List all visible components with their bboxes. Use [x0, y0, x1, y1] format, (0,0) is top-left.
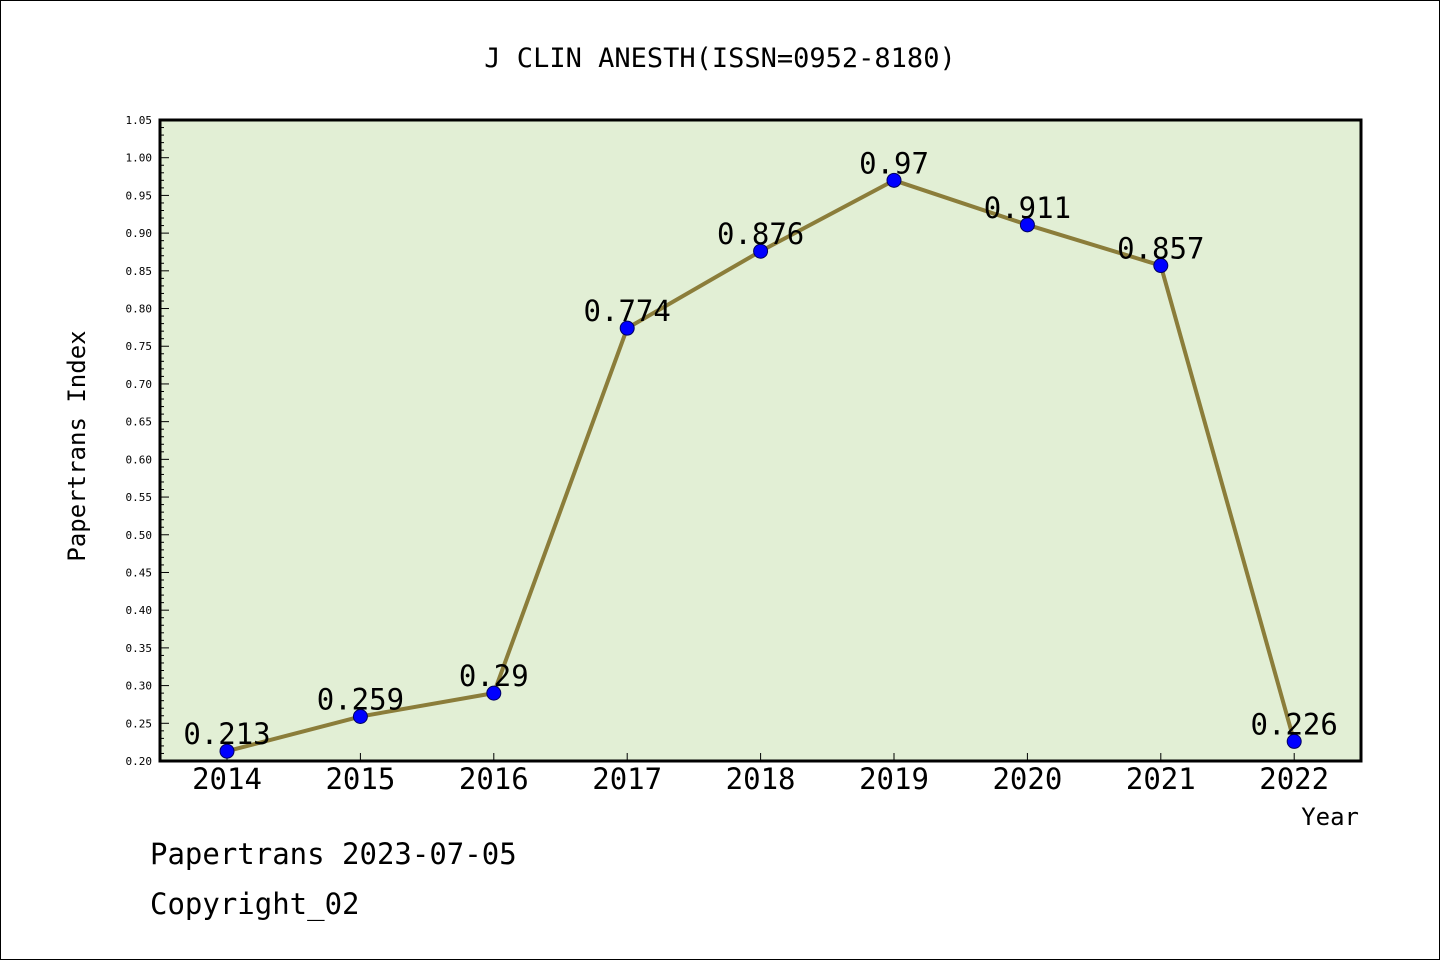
y-tick-label: 0.70 [126, 378, 153, 391]
x-tick-label: 2019 [859, 762, 929, 796]
data-point [753, 243, 769, 259]
y-tick-label: 0.55 [126, 491, 153, 504]
y-tick-label: 0.60 [126, 453, 153, 466]
footer-copyright: Copyright_02 [150, 887, 360, 922]
data-point [352, 709, 368, 725]
y-tick-label: 0.35 [126, 642, 153, 655]
data-point [1286, 733, 1302, 749]
plot-area [158, 118, 1363, 763]
y-tick-label: 0.30 [126, 680, 153, 693]
x-tick-label: 2014 [192, 762, 262, 796]
footer-date: Papertrans 2023-07-05 [150, 837, 517, 871]
y-tick-label: 1.05 [126, 114, 153, 127]
x-tick-label: 2020 [992, 762, 1062, 796]
y-tick-label: 0.45 [126, 566, 153, 579]
data-label: 0.876 [717, 217, 804, 251]
data-label: 0.97 [859, 146, 929, 180]
data-label: 0.213 [183, 717, 270, 751]
x-tick-label: 2021 [1126, 762, 1196, 796]
y-tick-label: 0.65 [126, 416, 153, 429]
x-axis: 2014 2015 2016 2017 2018 2019 2020 2021 2022 [192, 753, 1329, 796]
y-tick-label: 0.95 [126, 189, 153, 202]
x-axis-label: Year [1301, 803, 1359, 831]
data-point [1153, 258, 1169, 274]
y-tick-label: 0.75 [126, 340, 153, 353]
y-tick-label: 0.20 [126, 755, 153, 768]
y-axis-label: Papertrans Index [63, 330, 91, 561]
data-labels: 0.213 0.259 0.29 0.774 0.876 0.97 0.911 0.857 0.… [183, 146, 1338, 751]
x-tick-label: 2018 [726, 762, 796, 796]
data-label: 0.857 [1117, 232, 1204, 266]
x-tick-label: 2022 [1259, 762, 1329, 796]
data-point [619, 320, 635, 336]
data-point [486, 685, 502, 701]
x-tick-label: 2015 [325, 762, 395, 796]
data-label: 0.774 [584, 294, 671, 328]
y-axis: 0.20 0.25 0.30 0.35 0.40 0.45 0.50 0.55 0.60 0.65… [126, 114, 169, 768]
x-tick-label: 2017 [592, 762, 662, 796]
chart-title: J CLIN ANESTH(ISSN=0952-8180) [484, 43, 955, 74]
y-tick-label: 0.40 [126, 604, 153, 617]
x-tick-label: 2016 [459, 762, 529, 796]
y-tick-label: 0.50 [126, 529, 153, 542]
data-point [219, 743, 235, 759]
y-tick-label: 0.80 [126, 303, 153, 316]
data-label: 0.911 [984, 191, 1071, 225]
data-label: 0.259 [317, 683, 404, 717]
data-points [219, 172, 1302, 759]
data-point [886, 172, 902, 188]
y-tick-label: 0.90 [126, 227, 153, 240]
y-tick-label: 0.25 [126, 717, 153, 730]
data-label: 0.226 [1251, 707, 1338, 741]
data-label: 0.29 [459, 659, 529, 693]
y-tick-label: 0.85 [126, 265, 153, 278]
data-point [1019, 217, 1035, 233]
y-tick-label: 1.00 [126, 152, 153, 165]
